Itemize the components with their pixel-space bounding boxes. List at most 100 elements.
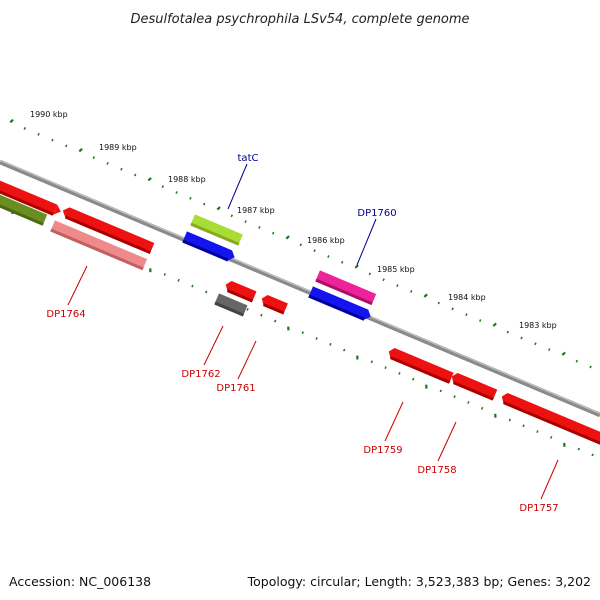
scale-tick: [175, 191, 178, 194]
callout-dp1760: [356, 218, 377, 266]
scale-tick: [561, 351, 566, 356]
scale-tick: [481, 406, 484, 410]
scale-tick: [550, 435, 553, 439]
scale-tick: [575, 359, 578, 363]
callout-dp1764: [67, 265, 88, 306]
gene-blue-2[interactable]: [308, 286, 373, 322]
gene-dp1762-red[interactable]: [223, 279, 257, 303]
scale-tick: [37, 132, 40, 136]
scale-tick: [134, 173, 137, 177]
scale-tick: [161, 185, 165, 189]
scale-label-1985: 1985 kbp: [377, 265, 415, 274]
scale-label-1983: 1983 kbp: [519, 321, 557, 330]
callout-dp1762: [203, 325, 224, 366]
scale-tick: [313, 249, 316, 253]
scale-tick: [384, 366, 387, 370]
gene-dp1764-pink[interactable]: [50, 220, 148, 271]
scale-label-1986: 1986 kbp: [307, 236, 345, 245]
genome-summary-text: Topology: circular; Length: 3,523,383 bp…: [247, 574, 591, 589]
scale-tick: [120, 167, 123, 171]
scale-tick: [272, 231, 275, 235]
scale-tick: [216, 206, 221, 211]
gene-dp1760-magenta[interactable]: [315, 270, 377, 306]
scale-tick: [191, 284, 194, 288]
scale-tick: [453, 395, 456, 399]
genome-backbone: [0, 159, 600, 418]
scale-label-1987: 1987 kbp: [237, 206, 275, 215]
scale-tick: [273, 319, 277, 323]
scale-tick: [258, 225, 261, 229]
gene-dp1758[interactable]: [449, 371, 498, 401]
callout-dp1759: [384, 401, 404, 442]
scale-tick: [106, 161, 109, 165]
scale-tick: [260, 313, 263, 317]
accession-text: Accession: NC_006138: [9, 574, 151, 589]
scale-tick: [244, 220, 247, 224]
scale-tick: [506, 330, 509, 334]
gene-blue-1[interactable]: [182, 231, 236, 263]
callout-dp1761: [237, 340, 257, 380]
gene-label-dp1760[interactable]: DP1760: [357, 208, 396, 219]
gene-tatc[interactable]: [190, 214, 243, 246]
scale-tick: [439, 389, 442, 393]
scale-label-1989: 1989 kbp: [99, 143, 137, 152]
scale-tick: [437, 301, 440, 305]
scale-tick: [423, 293, 428, 298]
scale-tick: [577, 447, 581, 451]
scale-tick: [230, 214, 234, 218]
gene-label-tatc[interactable]: tatC: [238, 153, 259, 164]
scale-tick: [398, 371, 401, 375]
scale-tick: [78, 147, 83, 153]
scale-tick: [301, 331, 304, 335]
scale-tick: [299, 243, 302, 247]
scale-tick: [508, 418, 511, 422]
scale-tick: [451, 307, 454, 311]
scale-tick: [315, 337, 318, 340]
gene-label-dp1764[interactable]: DP1764: [46, 309, 85, 320]
gene-label-dp1758[interactable]: DP1758: [417, 465, 456, 476]
gene-dp1757[interactable]: [499, 391, 600, 448]
scale-tick: [147, 177, 152, 182]
scale-tick: [327, 255, 330, 258]
scale-tick: [65, 144, 68, 148]
scale-tick: [467, 401, 470, 404]
scale-tick: [412, 377, 415, 381]
gene-dp1761[interactable]: [259, 293, 288, 315]
scale-tick: [92, 156, 96, 159]
scale-tick: [9, 118, 14, 124]
scale-tick: [354, 264, 359, 269]
gene-dp1759[interactable]: [386, 346, 454, 384]
callout-tatc: [227, 163, 248, 210]
scale-tick: [522, 424, 525, 428]
scale-tick: [341, 260, 344, 264]
scale-tick: [203, 202, 206, 206]
scale-tick: [177, 278, 180, 282]
scale-tick: [548, 348, 551, 352]
scale-tick: [368, 272, 371, 276]
scale-tick: [163, 273, 166, 276]
scale-tick: [285, 235, 290, 240]
gene-dp1762-gray[interactable]: [214, 293, 248, 317]
gene-olive[interactable]: [0, 191, 48, 226]
gene-dp1764-red[interactable]: [60, 205, 155, 255]
scale-tick: [23, 127, 27, 130]
scale-tick: [51, 138, 54, 142]
scale-tick: [479, 319, 482, 322]
gene-label-dp1762[interactable]: DP1762: [181, 369, 220, 380]
gene-label-dp1759[interactable]: DP1759: [363, 445, 402, 456]
gene-label-dp1761[interactable]: DP1761: [216, 383, 255, 394]
scale-tick: [534, 342, 537, 346]
gene-label-dp1757[interactable]: DP1757: [519, 503, 558, 514]
scale-tick: [465, 313, 468, 317]
callout-dp1757: [540, 459, 559, 500]
scale-tick: [410, 289, 413, 293]
gene-upper-left-red[interactable]: [0, 169, 63, 218]
scale-tick: [396, 284, 399, 288]
scale-tick: [343, 348, 346, 352]
scale-tick: [492, 322, 497, 327]
scale-tick: [370, 360, 373, 364]
scale-label-1990: 1990 kbp: [30, 110, 68, 119]
scale-label-1984: 1984 kbp: [448, 293, 486, 302]
callout-dp1758: [437, 421, 457, 462]
